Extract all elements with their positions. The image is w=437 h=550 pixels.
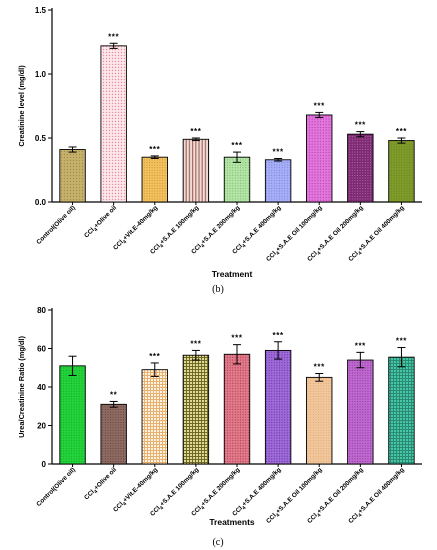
y-tick-label: 20 <box>37 422 46 431</box>
x-axis-label: Treatments <box>209 517 255 527</box>
significance-label: *** <box>396 127 407 136</box>
significance-label: *** <box>273 147 284 156</box>
x-tick-label: CCl4+Olive oil <box>83 466 119 502</box>
bar <box>182 138 210 203</box>
y-axis-label: Urea/Creatinine Ratio (mg/dl) <box>17 336 26 438</box>
significance-label: *** <box>273 331 284 340</box>
bar <box>388 356 415 465</box>
x-tick-label: Control(Olive oil) <box>35 204 77 246</box>
significance-label: *** <box>396 337 407 346</box>
bar <box>141 369 168 465</box>
bar <box>141 156 168 203</box>
y-tick-label: 0.0 <box>35 198 47 207</box>
x-tick-label: Control(Olive oil) <box>35 466 77 508</box>
significance-label: *** <box>231 334 242 343</box>
bar <box>182 354 210 465</box>
y-tick-label: 1.5 <box>35 6 47 15</box>
bar <box>100 45 127 203</box>
significance-label: *** <box>355 341 366 350</box>
bar <box>264 159 292 203</box>
panel-label: (b) <box>212 284 224 295</box>
bar <box>59 149 86 203</box>
significance-label: ** <box>110 390 118 399</box>
y-axis-label: Creatinine level (mg/dl) <box>17 65 26 147</box>
significance-label: *** <box>190 339 201 348</box>
y-tick-label: 0 <box>42 460 47 469</box>
chart-panel-b: 0.0 0.5 1.0 1.5 Creatinine level (mg/dl) Cont… <box>17 6 422 295</box>
bar <box>347 359 374 465</box>
bar <box>223 353 251 465</box>
panel-label: (c) <box>212 537 223 548</box>
chart-panel-c: 0 20 40 60 80 Urea/Creatinine Ratio (mg/dl) Co… <box>17 306 422 548</box>
x-tick-label: CCl4+Olive oil <box>83 204 119 240</box>
y-tick-label: 60 <box>37 345 46 354</box>
bar <box>223 156 251 203</box>
y-tick-label: 0.5 <box>35 134 47 143</box>
bar <box>306 376 333 465</box>
bar <box>59 365 86 465</box>
significance-label: *** <box>314 363 325 372</box>
y-tick-label: 80 <box>37 306 46 315</box>
significance-label: *** <box>108 32 119 41</box>
y-tick-label: 40 <box>37 383 46 392</box>
x-axis-label: Treatment <box>212 269 253 279</box>
significance-label: *** <box>149 145 160 154</box>
bar <box>264 349 292 465</box>
significance-label: *** <box>231 141 242 150</box>
significance-label: *** <box>314 101 325 110</box>
bar <box>347 133 374 203</box>
significance-label: *** <box>190 127 201 136</box>
bar <box>306 114 333 203</box>
y-tick-label: 1.0 <box>35 70 47 79</box>
bar <box>388 140 415 203</box>
significance-label: *** <box>355 121 366 130</box>
bar <box>100 403 127 465</box>
significance-label: *** <box>149 352 160 361</box>
